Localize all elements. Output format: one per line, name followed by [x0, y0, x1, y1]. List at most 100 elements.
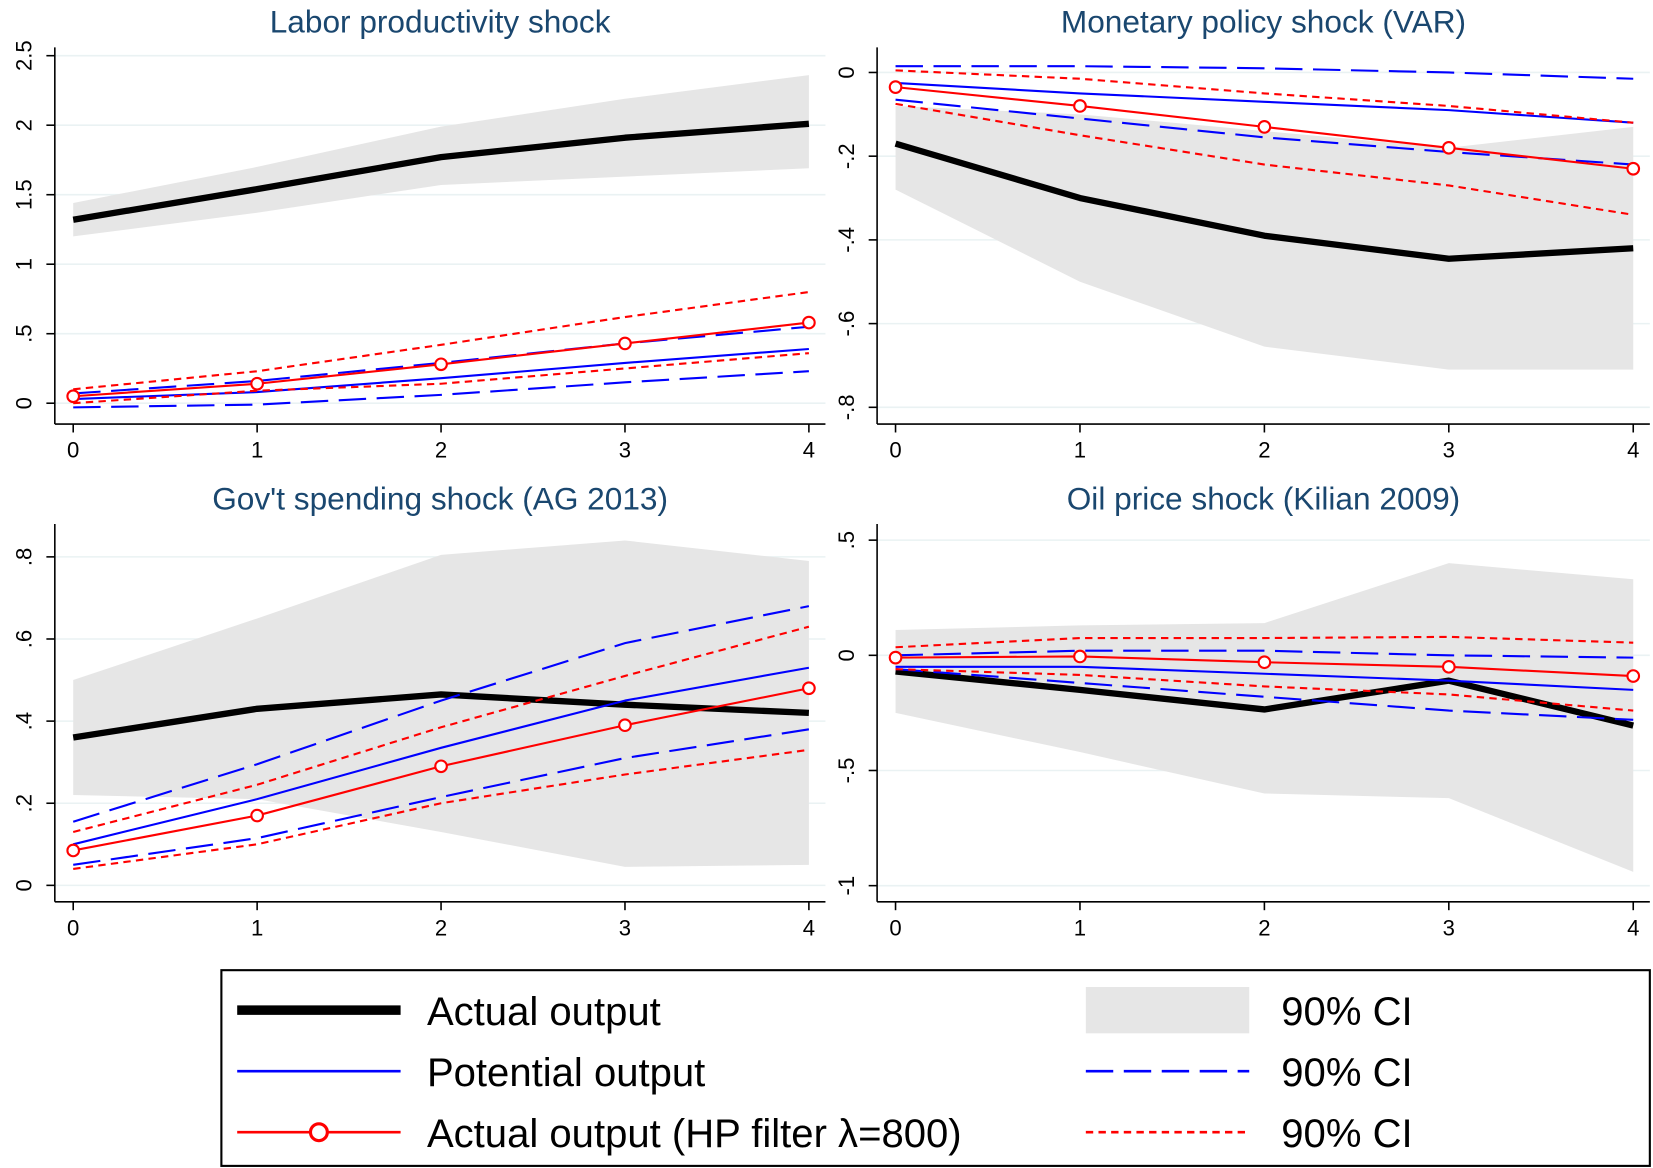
marker — [1626, 669, 1641, 683]
marker — [434, 357, 448, 372]
x-tick-label: 0 — [889, 915, 901, 940]
y-tick-label: 0 — [12, 397, 37, 409]
marker — [1257, 655, 1272, 670]
y-tick-label: 1.5 — [12, 179, 37, 210]
marker — [1441, 659, 1456, 674]
legend-box — [220, 969, 1651, 1167]
marker — [802, 681, 816, 696]
y-tick-label: -1 — [834, 876, 859, 896]
marker — [802, 315, 816, 330]
marker — [618, 718, 632, 733]
legend-item: 90% CI — [1085, 987, 1413, 1034]
ci-line — [72, 625, 810, 833]
legend-label: Actual output — [427, 990, 661, 1034]
series-line — [895, 81, 1634, 124]
y-tick-label: 0 — [834, 66, 859, 78]
y-tick-label: 0 — [834, 649, 859, 661]
legend-item: Potential output — [237, 1051, 705, 1095]
y-tick-label: -.6 — [834, 311, 859, 337]
legend-label: 90% CI — [1281, 990, 1412, 1034]
series-line — [73, 347, 809, 401]
y-tick-label: 0 — [12, 879, 37, 891]
legend-label: 90% CI — [1281, 1112, 1412, 1156]
legend-label: 90% CI — [1281, 1051, 1412, 1095]
marker — [1073, 649, 1087, 664]
x-tick-label: 3 — [619, 915, 631, 940]
series-line — [895, 665, 1634, 691]
y-tick-label: .6 — [12, 630, 37, 648]
ci-line — [73, 290, 810, 391]
legend-item: 90% CI — [1085, 1112, 1413, 1156]
ci-line — [895, 69, 1634, 124]
marker — [1073, 99, 1087, 113]
x-tick-label: 4 — [1627, 438, 1639, 463]
legend-swatch — [1085, 987, 1250, 1034]
ci-line — [895, 98, 1634, 166]
marker — [434, 759, 448, 774]
ci-line — [73, 370, 809, 409]
legend-label: Potential output — [427, 1051, 705, 1095]
y-tick-label: -.5 — [834, 758, 859, 784]
y-tick-label: 1 — [12, 258, 37, 270]
chart-title: Gov't spending shock (AG 2013) — [212, 480, 668, 516]
marker — [66, 843, 81, 858]
x-tick-label: 0 — [67, 438, 79, 463]
x-tick-label: 1 — [1074, 438, 1086, 463]
legend-item: Actual output — [237, 990, 661, 1034]
y-tick-label: -.4 — [834, 227, 859, 253]
marker — [1441, 140, 1456, 155]
ci-line — [895, 65, 1634, 80]
y-tick-label: 2 — [12, 119, 37, 131]
x-tick-label: 2 — [1258, 915, 1270, 940]
ci-line — [73, 325, 809, 395]
x-tick-label: 2 — [1258, 438, 1270, 463]
series-line — [895, 668, 1634, 729]
x-tick-label: 0 — [67, 915, 79, 940]
y-tick-label: 2.5 — [12, 40, 37, 71]
x-tick-label: 2 — [435, 915, 447, 940]
legend-label: Actual output (HP filter λ=800) — [427, 1112, 962, 1156]
marker — [888, 80, 903, 94]
ci-line — [895, 635, 1634, 649]
ci-line — [895, 668, 1634, 721]
marker — [618, 336, 632, 351]
marker — [888, 650, 903, 665]
y-tick-label: .2 — [12, 794, 37, 812]
y-tick-label: .4 — [12, 712, 37, 730]
x-tick-label: 4 — [803, 438, 815, 463]
ci-line — [73, 728, 810, 866]
x-tick-label: 1 — [1074, 915, 1086, 940]
chart-title: Monetary policy shock (VAR) — [1061, 4, 1466, 40]
y-tick-label: -.2 — [834, 143, 859, 169]
x-tick-label: 4 — [803, 915, 815, 940]
marker — [1257, 120, 1272, 134]
x-tick-label: 0 — [889, 438, 901, 463]
legend-item: Actual output (HP filter λ=800) — [237, 1112, 962, 1156]
ci-line — [73, 748, 810, 870]
legend-marker — [308, 1122, 329, 1143]
y-tick-label: .5 — [834, 531, 859, 549]
series-line — [72, 666, 810, 846]
series-line — [72, 120, 810, 223]
x-tick-label: 4 — [1627, 915, 1639, 940]
ci-line — [895, 649, 1634, 659]
ci-line — [895, 102, 1634, 216]
y-tick-label: .8 — [12, 548, 37, 566]
marker — [1626, 161, 1641, 176]
chart-title: Oil price shock (Kilian 2009) — [1067, 480, 1461, 516]
marker — [250, 376, 264, 391]
x-tick-label: 3 — [619, 438, 631, 463]
series-line — [894, 140, 1634, 262]
marker — [250, 808, 264, 823]
x-tick-label: 3 — [1443, 438, 1455, 463]
marker — [66, 389, 81, 404]
ci-line — [73, 352, 809, 405]
chart-title: Labor productivity shock — [270, 4, 611, 40]
legend-item: 90% CI — [1085, 1051, 1413, 1095]
y-tick-label: .5 — [12, 324, 37, 342]
x-tick-label: 1 — [251, 438, 263, 463]
x-tick-label: 2 — [435, 438, 447, 463]
ci-line — [895, 668, 1634, 712]
